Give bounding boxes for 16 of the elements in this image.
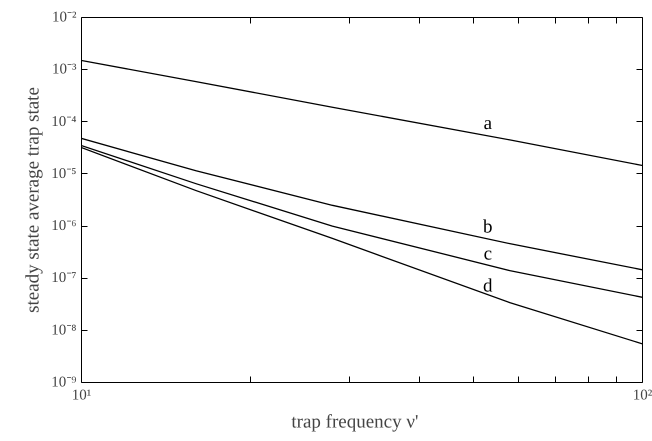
series-label: a <box>484 112 493 134</box>
y-tick-label: 10⁻⁷ <box>51 270 77 286</box>
series-label: d <box>483 276 494 297</box>
y-tick-label: 10⁻⁴ <box>51 114 77 130</box>
series-label: b <box>483 216 493 238</box>
y-axis-title: steady state average trap state <box>22 87 44 313</box>
y-tick-label: 10⁻³ <box>52 62 78 78</box>
y-tick-label: 10⁻⁹ <box>51 374 77 390</box>
y-tick-label: 10⁻⁵ <box>51 166 77 182</box>
x-tick-label: 10² <box>632 388 652 404</box>
y-tick-label: 10⁻⁶ <box>51 218 77 234</box>
x-axis-title: trap frequency ν' <box>291 412 418 432</box>
x-tick-label: 10¹ <box>72 388 92 404</box>
y-tick-label: 10⁻⁸ <box>51 322 77 338</box>
series-label: c <box>484 244 492 265</box>
y-tick-label: 10⁻² <box>52 10 78 26</box>
